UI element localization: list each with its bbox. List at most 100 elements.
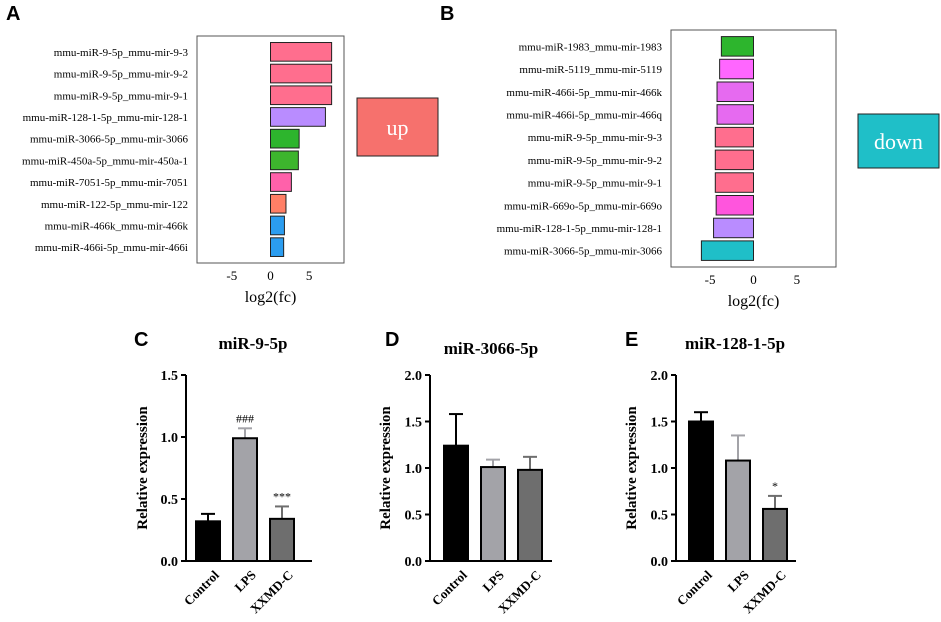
legend-label: down	[874, 129, 923, 154]
y-tick-label: 0.0	[651, 555, 669, 570]
panel-label-e: E	[625, 329, 638, 351]
bar-3	[762, 507, 788, 563]
category-label: mmu-miR-122-5p_mmu-mir-122	[41, 199, 188, 211]
category-label: mmu-miR-9-5p_mmu-mir-9-2	[54, 69, 188, 81]
x-tick-label: Control	[674, 567, 715, 608]
category-label: mmu-miR-5119_mmu-mir-5119	[519, 64, 662, 76]
bar-9	[713, 217, 754, 239]
y-axis-label: Relative expression	[135, 406, 151, 530]
legend-label: up	[387, 115, 409, 140]
bar-3	[269, 517, 295, 563]
chart-c-mir-9-5p: miR-9-5p 0.0 0.5 1.0 1.5 Relative expression C…	[135, 334, 312, 616]
bar-2	[480, 466, 506, 563]
y-tick-label: 1.0	[651, 462, 669, 477]
category-label: mmu-miR-7051-5p_mmu-mir-7051	[30, 177, 188, 189]
bar-4	[270, 107, 326, 127]
bar-2	[232, 437, 258, 562]
panel-label-d: D	[385, 329, 399, 351]
category-label: mmu-miR-466i-5p_mmu-mir-466q	[506, 109, 662, 121]
y-axis-label: Relative expression	[378, 406, 394, 530]
bar-4	[716, 104, 754, 125]
bar-6	[714, 149, 755, 171]
chart-b-downregulated: mmu-miR-1983_mmu-mir-1983 mmu-miR-5119_mm…	[497, 29, 940, 310]
panel-label-c: C	[134, 329, 148, 351]
category-label: mmu-miR-466i-5p_mmu-mir-466i	[35, 242, 188, 254]
bar-10	[700, 240, 754, 261]
y-tick-label: 2.0	[651, 369, 669, 384]
chart-title: miR-3066-5p	[444, 339, 538, 358]
y-tick-label: 0.0	[161, 555, 179, 570]
bar-10	[270, 237, 285, 257]
x-tick-label: LPS	[479, 567, 506, 594]
category-label: mmu-miR-128-1-5p_mmu-mir-128-1	[497, 223, 662, 235]
bar-1	[195, 520, 221, 563]
bar-7	[714, 172, 755, 193]
x-tick-label: Control	[429, 567, 470, 608]
category-label: mmu-miR-3066-5p_mmu-mir-3066	[30, 134, 189, 146]
y-tick-label: 1.5	[161, 369, 179, 384]
category-label: mmu-miR-466k_mmu-mir-466k	[45, 220, 189, 232]
x-tick-label: Control	[181, 567, 222, 608]
category-label: mmu-miR-9-5p_mmu-mir-9-2	[528, 155, 662, 167]
panel-label-a: A	[6, 3, 20, 25]
bar-2	[725, 459, 751, 562]
bar-5	[714, 126, 755, 148]
x-tick-label: 5	[794, 272, 801, 287]
chart-title: miR-9-5p	[219, 334, 288, 353]
x-tick-label: -5	[705, 272, 716, 287]
y-tick-label: 0.5	[651, 509, 669, 524]
y-tick-label: 0.5	[405, 509, 423, 524]
y-tick-label: 1.0	[161, 431, 179, 446]
bar-2	[719, 58, 755, 80]
chart-e-mir-128-1-5p: miR-128-1-5p 0.0 0.5 1.0 1.5 2.0 Relative expr…	[624, 334, 796, 616]
significance-label: ###	[236, 411, 254, 425]
category-label: mmu-miR-669o-5p_mmu-mir-669o	[504, 200, 663, 212]
chart-a-upregulated: mmu-miR-9-5p_mmu-mir-9-3 mmu-miR-9-5p_mmu…	[22, 35, 439, 306]
category-label: mmu-miR-128-1-5p_mmu-mir-128-1	[23, 112, 188, 124]
x-tick-label: -5	[226, 268, 237, 283]
y-tick-label: 1.5	[651, 416, 669, 431]
bar-3	[517, 468, 543, 562]
significance-label: ***	[273, 489, 291, 503]
x-axis-label: log2(fc)	[728, 293, 780, 310]
x-tick-label: 0	[267, 268, 274, 283]
category-label: mmu-miR-3066-5p_mmu-mir-3066	[504, 246, 663, 258]
category-label: mmu-miR-9-5p_mmu-mir-9-1	[54, 90, 188, 102]
chart-d-mir-3066-5p: miR-3066-5p 0.0 0.5 1.0 1.5 2.0 Relative expre…	[378, 339, 552, 616]
x-axis-label: log2(fc)	[245, 289, 297, 306]
category-label: mmu-miR-466i-5p_mmu-mir-466k	[506, 87, 662, 99]
x-tick-label: LPS	[724, 567, 751, 594]
bar-9	[270, 215, 285, 236]
bar-1	[688, 420, 714, 562]
bar-1	[270, 42, 333, 62]
significance-label: *	[772, 479, 778, 493]
category-label: mmu-miR-9-5p_mmu-mir-9-1	[528, 178, 662, 190]
category-label: mmu-miR-450a-5p_mmu-mir-450a-1	[22, 155, 188, 167]
bar-5	[270, 128, 300, 149]
bar-8	[715, 194, 755, 216]
bar-1	[443, 444, 469, 562]
panel-label-b: B	[440, 3, 454, 25]
y-tick-label: 1.0	[405, 462, 423, 477]
y-tick-label: 1.5	[405, 416, 423, 431]
plot-frame	[670, 29, 837, 268]
bar-1	[720, 36, 754, 57]
x-tick-label: 0	[750, 272, 757, 287]
bar-6	[270, 150, 299, 171]
plot-frame	[196, 35, 345, 264]
chart-title: miR-128-1-5p	[685, 334, 785, 353]
category-label: mmu-miR-9-5p_mmu-mir-9-3	[54, 47, 189, 59]
bar-8	[270, 193, 287, 214]
y-tick-label: 0.0	[405, 555, 423, 570]
bar-3	[270, 85, 333, 106]
x-tick-label: LPS	[231, 567, 258, 594]
y-tick-label: 0.5	[161, 493, 179, 508]
bar-7	[270, 172, 292, 192]
x-tick-label: 5	[306, 268, 313, 283]
category-label: mmu-miR-1983_mmu-mir-1983	[519, 41, 663, 53]
y-tick-label: 2.0	[405, 369, 423, 384]
category-label: mmu-miR-9-5p_mmu-mir-9-3	[528, 132, 663, 144]
bar-2	[270, 63, 333, 84]
legend-box	[857, 113, 940, 169]
